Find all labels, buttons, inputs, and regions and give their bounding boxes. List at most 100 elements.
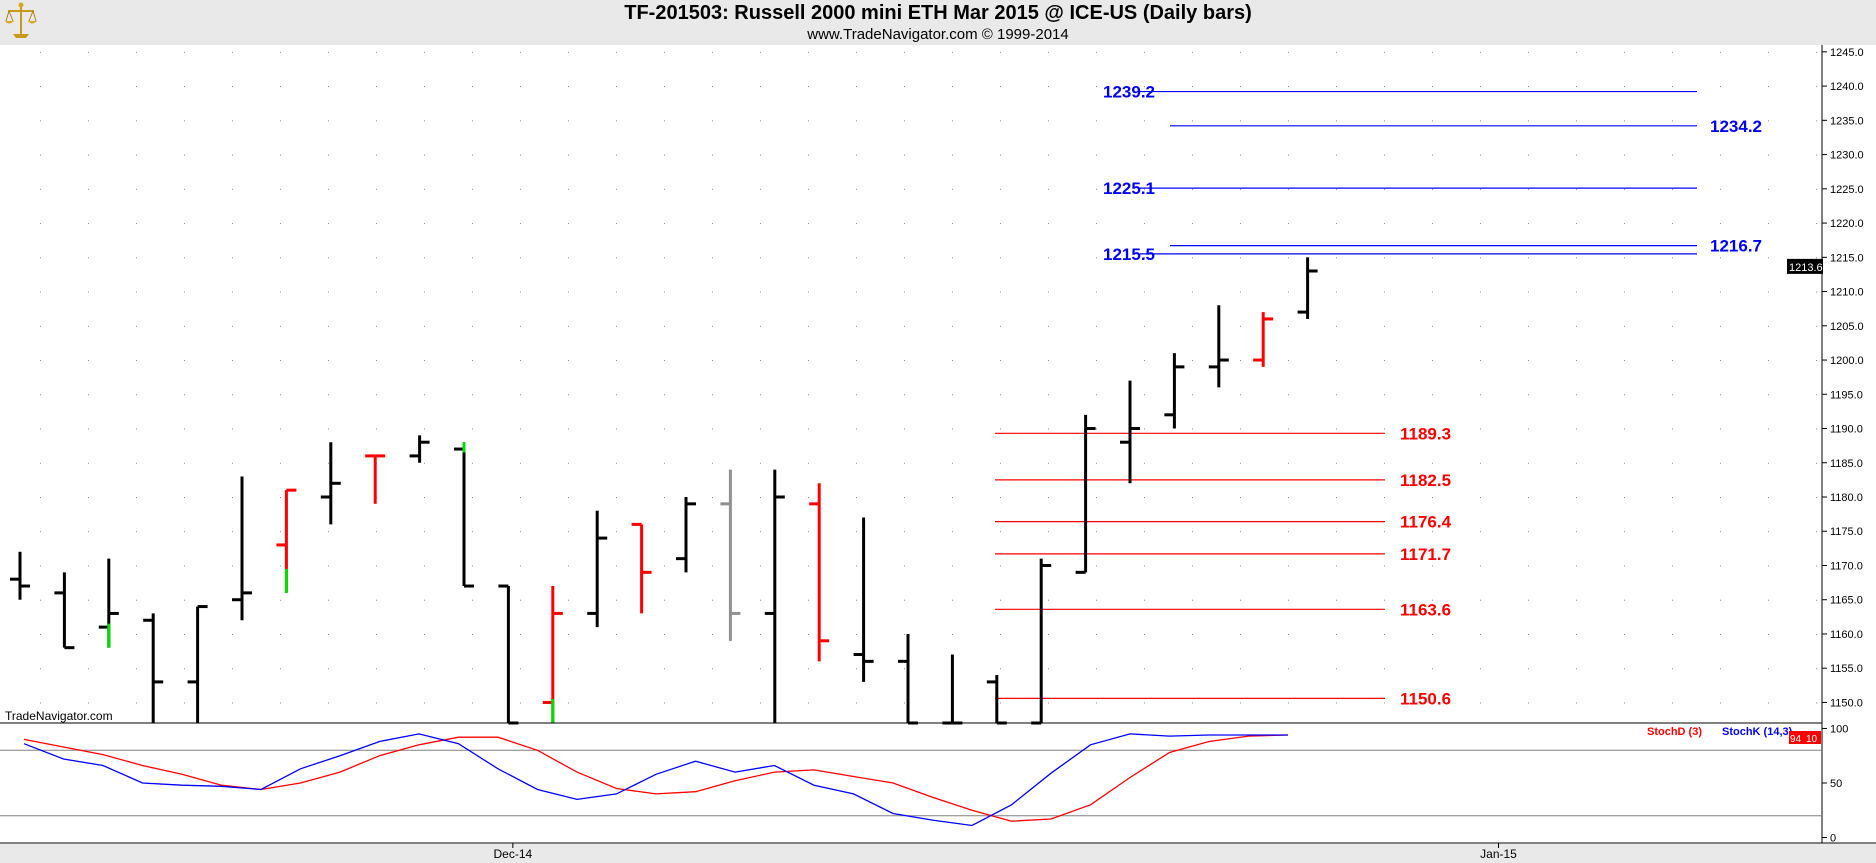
grid-dot (424, 325, 425, 327)
grid-dot (1384, 702, 1385, 704)
grid-dot (136, 325, 137, 327)
grid-dot (1672, 325, 1673, 327)
grid-dot (1624, 86, 1625, 88)
grid-dot (616, 291, 617, 293)
grid-dot (856, 257, 857, 259)
grid-dot (328, 257, 329, 259)
grid-dot (1384, 428, 1385, 430)
grid-dot (40, 223, 41, 225)
support-level-label: 1163.6 (1400, 600, 1451, 619)
grid-dot (280, 497, 281, 498)
grid-dot (1096, 257, 1097, 259)
grid-dot (1048, 325, 1049, 327)
grid-dot (88, 702, 89, 704)
grid-dot (376, 51, 377, 53)
grid-dot (1336, 394, 1337, 396)
grid-dot (712, 325, 713, 327)
grid-dot (520, 154, 521, 156)
stoch-last-k-value: 10 (1806, 734, 1818, 745)
stoch-tick-label: 100 (1830, 723, 1848, 735)
grid-dot (184, 668, 185, 670)
grid-dot (328, 325, 329, 327)
grid-dot (856, 188, 857, 190)
grid-dot (328, 462, 329, 464)
grid-dot (904, 702, 905, 704)
grid-dot (136, 599, 137, 601)
grid-dot (424, 86, 425, 88)
grid-dot (904, 565, 905, 567)
grid-dot (520, 633, 521, 635)
grid-dot (568, 51, 569, 53)
target-level-label: 1239.2 (1103, 83, 1155, 102)
grid-dot (1000, 599, 1001, 601)
grid-dot (1288, 223, 1289, 225)
grid-dot (952, 291, 953, 293)
grid-dot (40, 120, 41, 122)
grid-dot (184, 51, 185, 53)
grid-dot (1240, 360, 1241, 362)
grid-dot (184, 360, 185, 362)
grid-dot (280, 120, 281, 122)
grid-dot (1288, 86, 1289, 88)
grid-dot (760, 325, 761, 327)
target-level-label: 1225.1 (1103, 179, 1155, 198)
grid-dot (136, 668, 137, 670)
grid-dot (568, 188, 569, 190)
ohlc-bar (409, 435, 430, 463)
grid-dot (712, 394, 713, 396)
grid-dot (1192, 360, 1193, 362)
grid-dot (1672, 531, 1673, 533)
grid-dot (232, 188, 233, 190)
grid-dot (1576, 428, 1577, 430)
grid-dot (1432, 86, 1433, 88)
grid-dot (856, 633, 857, 635)
grid-dot (40, 325, 41, 327)
grid-dot (1240, 188, 1241, 190)
grid-dot (136, 531, 137, 533)
grid-dot (232, 360, 233, 362)
grid-dot (184, 154, 185, 156)
grid-dot (184, 325, 185, 327)
grid-dot (1528, 565, 1529, 567)
price-tick-label: 1170.0 (1830, 560, 1863, 572)
grid-dot (808, 394, 809, 396)
grid-dot (808, 633, 809, 635)
grid-dot (712, 291, 713, 293)
grid-dot (1192, 531, 1193, 533)
grid-dot (1528, 51, 1529, 53)
grid-dot (664, 394, 665, 396)
grid-dot (1240, 497, 1241, 498)
grid-dot (232, 120, 233, 122)
grid-dot (760, 257, 761, 259)
ohlc-bar (98, 558, 119, 648)
grid-dot (1288, 257, 1289, 259)
grid-dot (520, 51, 521, 53)
grid-dot (1192, 325, 1193, 327)
grid-dot (472, 154, 473, 156)
ohlc-bar (764, 469, 785, 723)
grid-dot (712, 223, 713, 225)
balance-scale-icon (4, 2, 38, 45)
grid-dot (1528, 497, 1529, 498)
grid-dot (328, 120, 329, 122)
grid-dot (1432, 462, 1433, 464)
grid-dot (1528, 188, 1529, 190)
ohlc-bar (720, 469, 741, 641)
grid-dot (88, 154, 89, 156)
grid-dot (1576, 154, 1577, 156)
grid-dot (1336, 497, 1337, 498)
grid-dot (280, 531, 281, 533)
price-tick-label: 1220.0 (1830, 218, 1864, 230)
grid-dot (136, 428, 137, 430)
grid-dot (232, 702, 233, 704)
grid-dot (1720, 633, 1721, 635)
grid-dot (424, 668, 425, 670)
grid-dot (472, 633, 473, 635)
grid-dot (856, 51, 857, 53)
grid-dot (856, 497, 857, 498)
grid-dot (1288, 633, 1289, 635)
support-level-label: 1189.3 (1400, 424, 1451, 443)
grid-dot (760, 154, 761, 156)
grid-dot (520, 120, 521, 122)
